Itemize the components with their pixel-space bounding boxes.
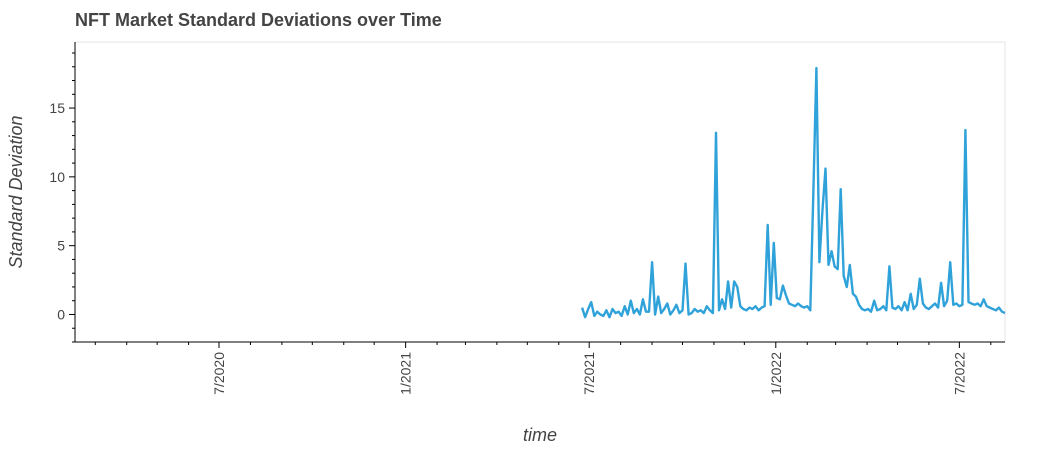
series-line [580, 66, 1006, 319]
y-tick-label: 0 [57, 306, 65, 322]
y-tick-label: 15 [49, 100, 65, 116]
plot-area [74, 41, 1006, 343]
x-tick-label: 7/2021 [581, 352, 597, 395]
y-axis: 0 5 10 15 [49, 42, 76, 343]
x-axis: 7/2020 1/2021 7/2021 1/2022 7/2022 [75, 341, 1005, 395]
x-tick-label: 1/2021 [398, 352, 414, 395]
chart-title: NFT Market Standard Deviations over Time [75, 10, 442, 30]
x-tick-label: 7/2020 [211, 352, 227, 395]
x-tick-label: 7/2022 [951, 352, 967, 395]
y-axis-title: Standard Deviation [6, 115, 26, 268]
y-tick-label: 5 [57, 238, 65, 254]
y-tick-label: 10 [49, 169, 65, 185]
x-tick-label: 1/2022 [768, 352, 784, 395]
x-axis-title: time [523, 425, 557, 445]
